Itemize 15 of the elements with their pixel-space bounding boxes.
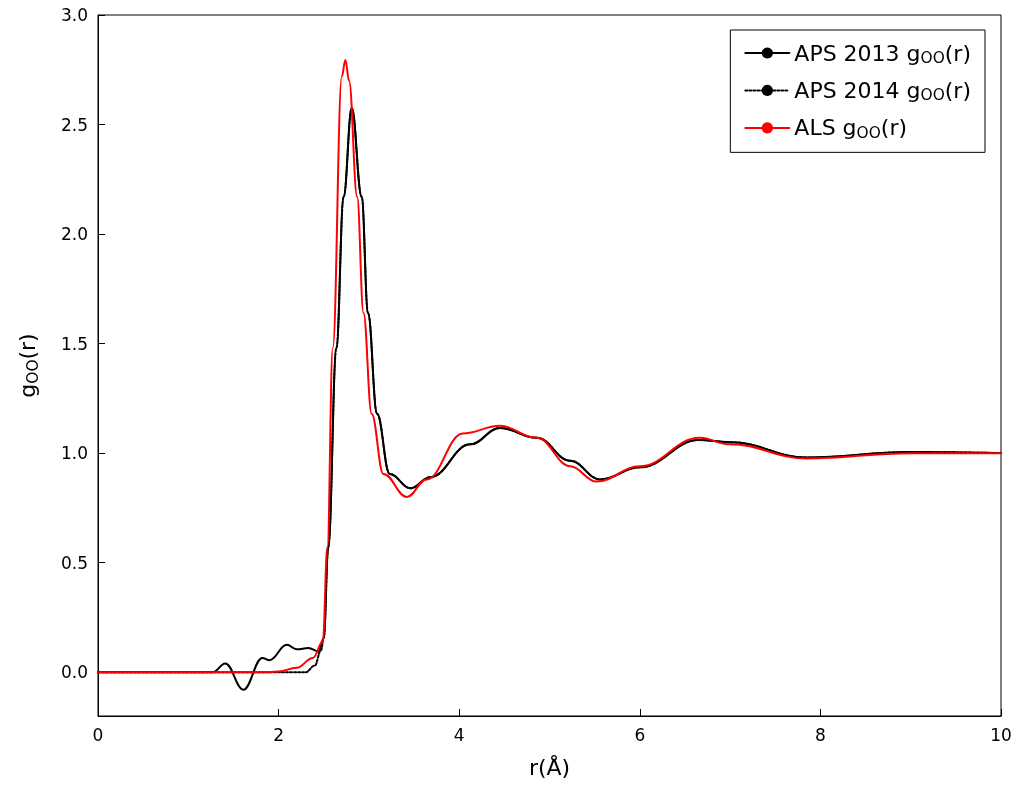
y-tick-label: 2.5 [60,114,88,135]
x-tick-label: 10 [990,724,1012,745]
x-axis-title: r(Å) [528,753,571,780]
y-tick-label: 0.0 [60,662,88,683]
y-tick-label: 1.0 [60,443,88,464]
x-tick-label: 2 [273,724,285,745]
y-tick-label: 1.5 [60,333,88,354]
y-tick-label: 3.0 [60,5,88,25]
x-tick-label: 6 [634,724,646,745]
x-tick-label: 8 [814,724,826,745]
x-tick-label: 4 [453,724,465,745]
y-axis-title: gOO(r) [15,333,42,398]
y-tick-label: 2.0 [60,224,88,245]
x-tick-label: 0 [92,724,104,745]
y-tick-label: 0.5 [60,552,88,573]
